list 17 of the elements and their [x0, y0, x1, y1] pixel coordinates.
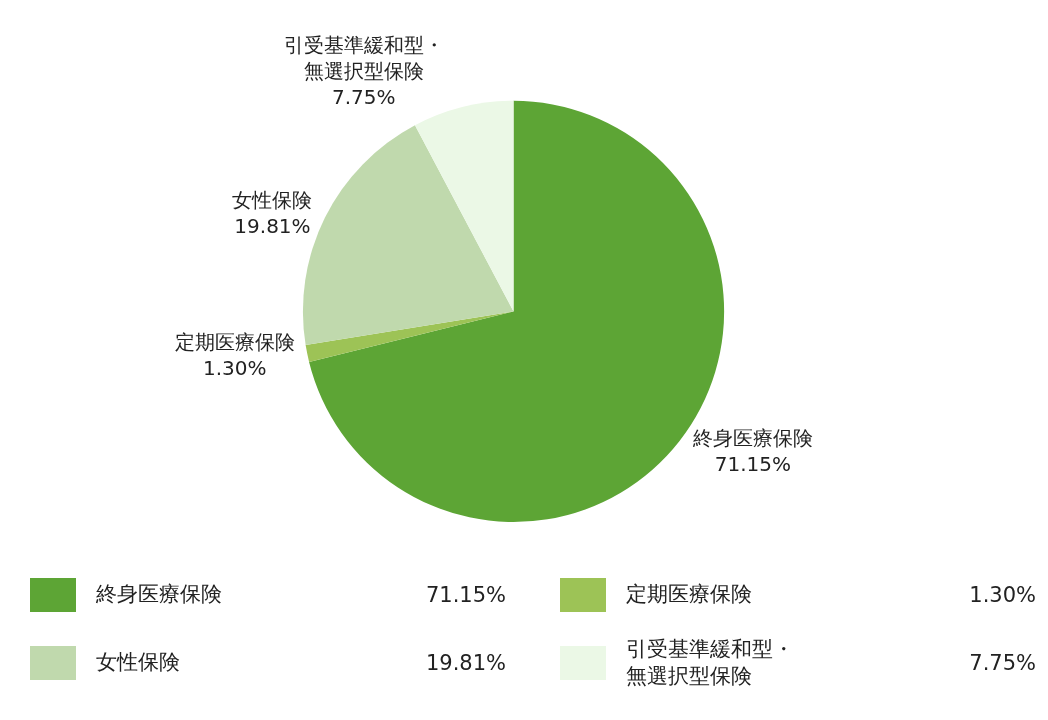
- slice-label: 終身医療保険: [691, 425, 813, 450]
- slice-label: 定期医療保険: [174, 329, 295, 354]
- text: 7.75%: [969, 651, 1036, 675]
- data-label: 7.75%: [331, 85, 396, 110]
- legend-label: 引受基準緩和型・無選択型保険: [626, 635, 795, 690]
- text: 1.30%: [969, 583, 1036, 607]
- slice-label: 女性保険: [232, 187, 313, 212]
- data-label: 71.15%: [714, 451, 791, 476]
- text: 19.81%: [425, 651, 506, 675]
- pie-slice: [414, 100, 514, 312]
- text: 71.15%: [425, 583, 506, 607]
- slice-label: 引受基準緩和型・無選択型保険: [283, 33, 444, 84]
- legend-label: 定期医療保険: [626, 581, 753, 609]
- data-label: 19.81%: [234, 213, 311, 238]
- legend-label: 終身医療保険: [96, 581, 223, 609]
- legend-label: 女性保険: [96, 649, 181, 677]
- data-label: 1.30%: [202, 355, 267, 380]
